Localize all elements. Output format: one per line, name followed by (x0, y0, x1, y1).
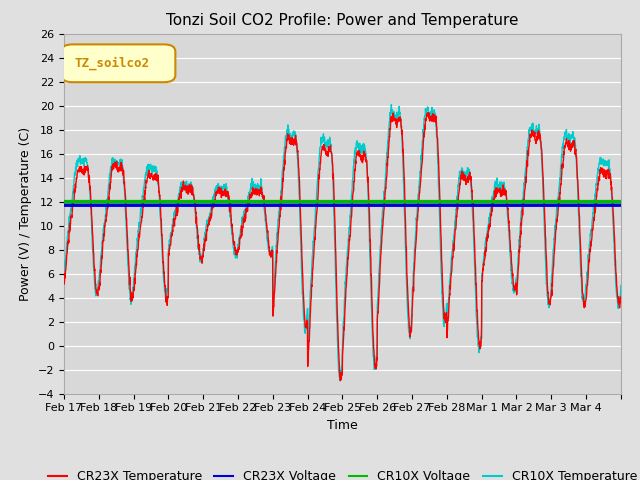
FancyBboxPatch shape (61, 44, 175, 82)
Legend: CR23X Temperature, CR23X Voltage, CR10X Voltage, CR10X Temperature: CR23X Temperature, CR23X Voltage, CR10X … (43, 465, 640, 480)
Title: Tonzi Soil CO2 Profile: Power and Temperature: Tonzi Soil CO2 Profile: Power and Temper… (166, 13, 518, 28)
X-axis label: Time: Time (327, 419, 358, 432)
Y-axis label: Power (V) / Temperature (C): Power (V) / Temperature (C) (19, 127, 32, 300)
Text: TZ_soilco2: TZ_soilco2 (74, 57, 149, 70)
